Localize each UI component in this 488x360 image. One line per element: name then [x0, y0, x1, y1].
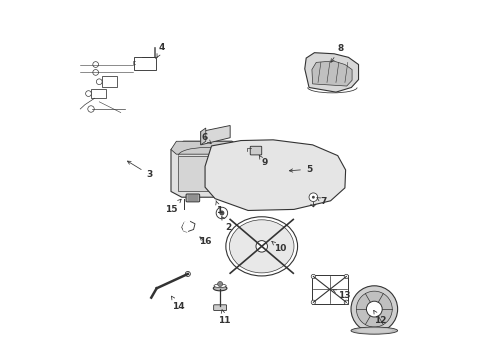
Circle shape	[366, 301, 382, 317]
Circle shape	[311, 196, 314, 199]
Text: 9: 9	[259, 156, 267, 167]
Circle shape	[219, 211, 224, 215]
Circle shape	[310, 274, 315, 279]
Ellipse shape	[350, 327, 397, 334]
Text: 11: 11	[218, 310, 230, 325]
Circle shape	[85, 91, 91, 96]
Circle shape	[356, 291, 391, 327]
FancyBboxPatch shape	[91, 89, 106, 98]
Polygon shape	[182, 221, 195, 232]
Text: 3: 3	[127, 161, 152, 179]
FancyBboxPatch shape	[185, 194, 199, 202]
Ellipse shape	[214, 284, 226, 288]
Text: 5: 5	[289, 165, 311, 174]
Polygon shape	[311, 61, 351, 86]
Text: 15: 15	[164, 199, 181, 214]
FancyBboxPatch shape	[102, 76, 117, 87]
Text: 16: 16	[199, 237, 211, 246]
Circle shape	[93, 62, 99, 67]
Circle shape	[96, 79, 102, 85]
Circle shape	[344, 274, 348, 279]
Circle shape	[216, 207, 227, 219]
Text: 13: 13	[332, 289, 350, 300]
Text: 2: 2	[221, 217, 231, 232]
Ellipse shape	[213, 286, 226, 291]
Polygon shape	[171, 141, 241, 197]
FancyBboxPatch shape	[250, 146, 261, 155]
Text: 14: 14	[171, 296, 184, 311]
Text: 12: 12	[373, 310, 386, 325]
Ellipse shape	[229, 220, 293, 273]
Polygon shape	[201, 126, 230, 145]
FancyBboxPatch shape	[311, 275, 347, 304]
Circle shape	[88, 106, 94, 112]
Circle shape	[344, 300, 348, 305]
Ellipse shape	[356, 328, 391, 333]
Circle shape	[350, 286, 397, 332]
Text: 7: 7	[316, 197, 326, 206]
Circle shape	[93, 69, 99, 75]
Polygon shape	[304, 53, 358, 92]
Text: 6: 6	[202, 133, 211, 144]
FancyBboxPatch shape	[213, 305, 226, 311]
Circle shape	[310, 300, 315, 305]
Ellipse shape	[225, 217, 297, 276]
Circle shape	[255, 240, 267, 252]
Circle shape	[308, 193, 317, 202]
Polygon shape	[204, 140, 345, 211]
Text: 10: 10	[271, 242, 286, 253]
Text: 4: 4	[157, 43, 165, 57]
Circle shape	[217, 282, 222, 287]
Polygon shape	[178, 156, 233, 191]
Text: 8: 8	[330, 44, 343, 62]
Text: 1: 1	[215, 201, 222, 215]
Polygon shape	[171, 141, 241, 154]
Circle shape	[185, 271, 190, 276]
FancyBboxPatch shape	[134, 57, 155, 70]
Polygon shape	[201, 128, 205, 145]
